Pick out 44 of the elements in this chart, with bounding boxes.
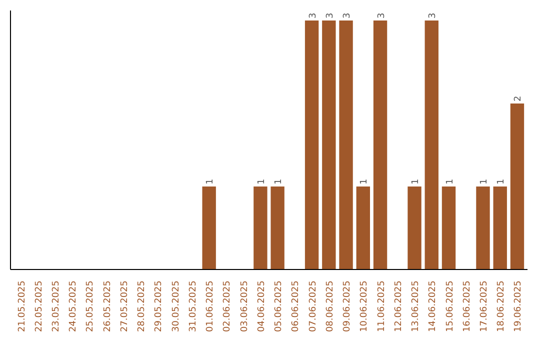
data-label: 1 (479, 178, 490, 184)
data-label: 3 (308, 12, 318, 18)
x-tick-label: 25.05.2025 (86, 280, 96, 332)
x-tick-label: 08.06.2025 (325, 280, 336, 332)
x-tick-label: 14.06.2025 (428, 280, 438, 332)
x-tick-label: 19.06.2025 (514, 280, 524, 332)
x-tick-label: 09.06.2025 (342, 280, 353, 332)
x-tick-label: 16.06.2025 (462, 280, 472, 332)
x-tick-label: 21.05.2025 (17, 280, 28, 332)
x-tick-label: 30.05.2025 (171, 280, 182, 332)
data-label: 1 (496, 178, 507, 184)
x-tick-label: 31.05.2025 (188, 280, 198, 332)
x-tick-label: 12.06.2025 (394, 280, 404, 332)
x-tick-label: 28.05.2025 (137, 280, 148, 332)
data-label: 1 (360, 178, 370, 184)
data-label: 3 (376, 12, 387, 18)
data-label: 1 (274, 178, 284, 184)
x-tick-label: 29.05.2025 (154, 280, 164, 332)
x-tick-label: 01.06.2025 (206, 280, 216, 332)
data-label: 3 (342, 12, 353, 18)
data-label: 2 (514, 96, 524, 102)
x-tick-label: 10.06.2025 (360, 280, 370, 332)
x-tick-label: 13.06.2025 (411, 280, 422, 332)
x-tick-label: 06.06.2025 (291, 280, 302, 332)
data-label: 3 (325, 12, 336, 18)
data-label: 1 (411, 178, 422, 184)
x-tick-label: 15.06.2025 (445, 280, 456, 332)
x-tick-label: 24.05.2025 (68, 280, 79, 332)
x-tick-label: 11.06.2025 (376, 280, 387, 332)
x-tick-label: 18.06.2025 (496, 280, 507, 332)
x-tick-label: 23.05.2025 (52, 280, 62, 332)
x-tick-label: 27.05.2025 (120, 280, 130, 332)
data-label: 3 (428, 12, 438, 18)
x-tick-label: 05.06.2025 (274, 280, 284, 332)
data-label: 1 (256, 178, 267, 184)
x-tick-label: 26.05.2025 (102, 280, 113, 332)
x-tick-label: 17.06.2025 (479, 280, 490, 332)
data-label: 1 (206, 178, 216, 184)
x-tick-label: 03.06.2025 (240, 280, 250, 332)
data-label: 1 (445, 178, 456, 184)
x-tick-label: 22.05.2025 (34, 280, 44, 332)
x-tick-label: 04.06.2025 (256, 280, 267, 332)
x-tick-label: 02.06.2025 (222, 280, 233, 332)
x-tick-label: 07.06.2025 (308, 280, 318, 332)
